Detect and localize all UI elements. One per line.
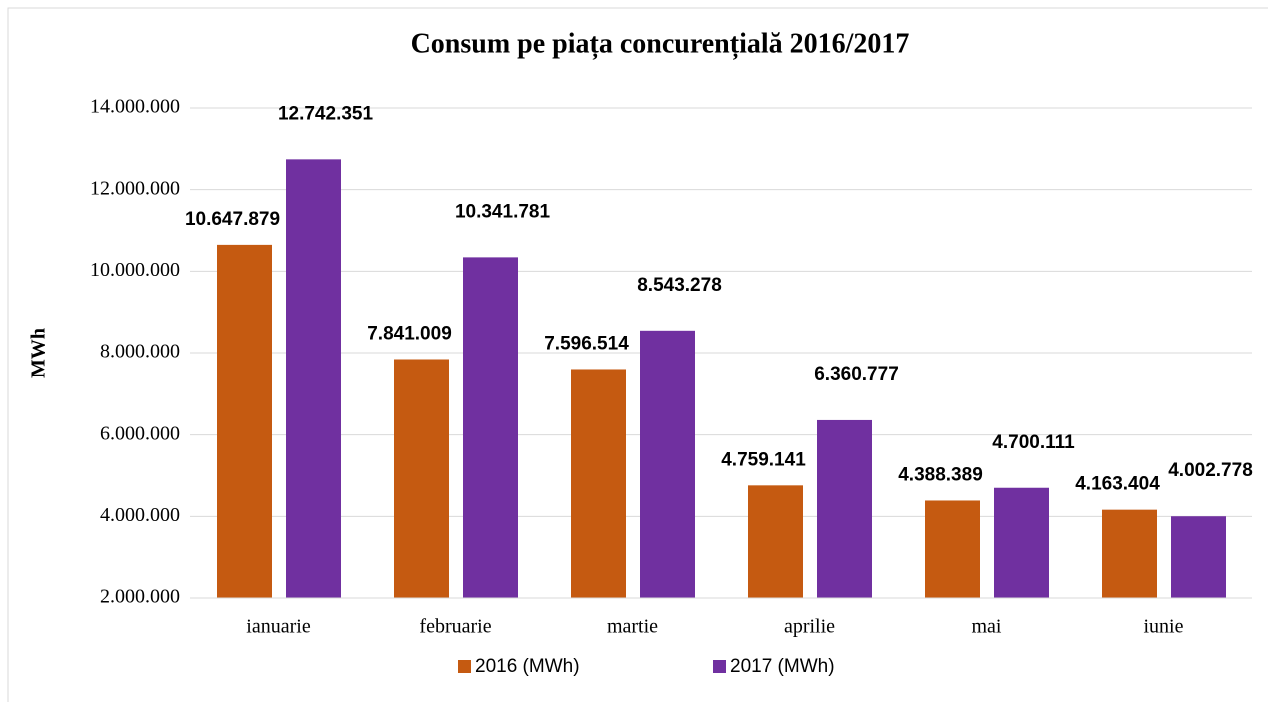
data-label: 12.742.351 bbox=[278, 103, 374, 124]
y-tick-label: 2.000.000 bbox=[100, 586, 180, 608]
bar bbox=[640, 330, 695, 598]
x-tick-label: februarie bbox=[419, 616, 491, 638]
bar bbox=[571, 369, 626, 598]
data-label: 7.596.514 bbox=[544, 333, 629, 354]
y-axis-title: MWh bbox=[28, 328, 50, 378]
data-label: 8.543.278 bbox=[637, 275, 722, 296]
y-tick-label: 10.000.000 bbox=[90, 259, 180, 281]
x-tick-label: martie bbox=[607, 616, 658, 638]
bar bbox=[994, 487, 1049, 598]
data-label: 4.388.389 bbox=[898, 464, 983, 485]
bar bbox=[1171, 516, 1226, 598]
bar bbox=[463, 257, 518, 598]
bar bbox=[748, 485, 803, 598]
bar bbox=[925, 500, 980, 598]
bar bbox=[817, 419, 872, 598]
legend-swatch bbox=[458, 660, 471, 673]
x-tick-label: mai bbox=[972, 616, 1002, 638]
legend-swatch bbox=[713, 660, 726, 673]
chart-title: Consum pe piața concurențială 2016/2017 bbox=[411, 28, 910, 59]
bar bbox=[394, 359, 449, 598]
data-label: 4.700.111 bbox=[992, 432, 1075, 453]
x-tick-label: ianuarie bbox=[246, 616, 311, 638]
y-tick-label: 4.000.000 bbox=[100, 504, 180, 526]
bar bbox=[286, 159, 341, 598]
data-label: 7.841.009 bbox=[367, 324, 452, 345]
data-label: 6.360.777 bbox=[814, 364, 899, 385]
data-label: 4.002.778 bbox=[1168, 460, 1253, 481]
y-tick-label: 6.000.000 bbox=[100, 422, 180, 444]
data-label: 10.647.879 bbox=[185, 209, 280, 230]
y-tick-label: 12.000.000 bbox=[90, 177, 180, 199]
legend-label: 2017 (MWh) bbox=[730, 656, 835, 677]
data-label: 4.759.141 bbox=[721, 449, 806, 470]
data-label: 4.163.404 bbox=[1075, 474, 1160, 495]
legend-label: 2016 (MWh) bbox=[475, 656, 580, 677]
bar bbox=[217, 244, 272, 598]
bar bbox=[1102, 509, 1157, 598]
x-tick-label: iunie bbox=[1144, 616, 1184, 638]
y-tick-label: 14.000.000 bbox=[90, 96, 180, 118]
y-tick-label: 8.000.000 bbox=[100, 341, 180, 363]
x-tick-label: aprilie bbox=[784, 616, 835, 638]
data-label: 10.341.781 bbox=[455, 201, 551, 222]
